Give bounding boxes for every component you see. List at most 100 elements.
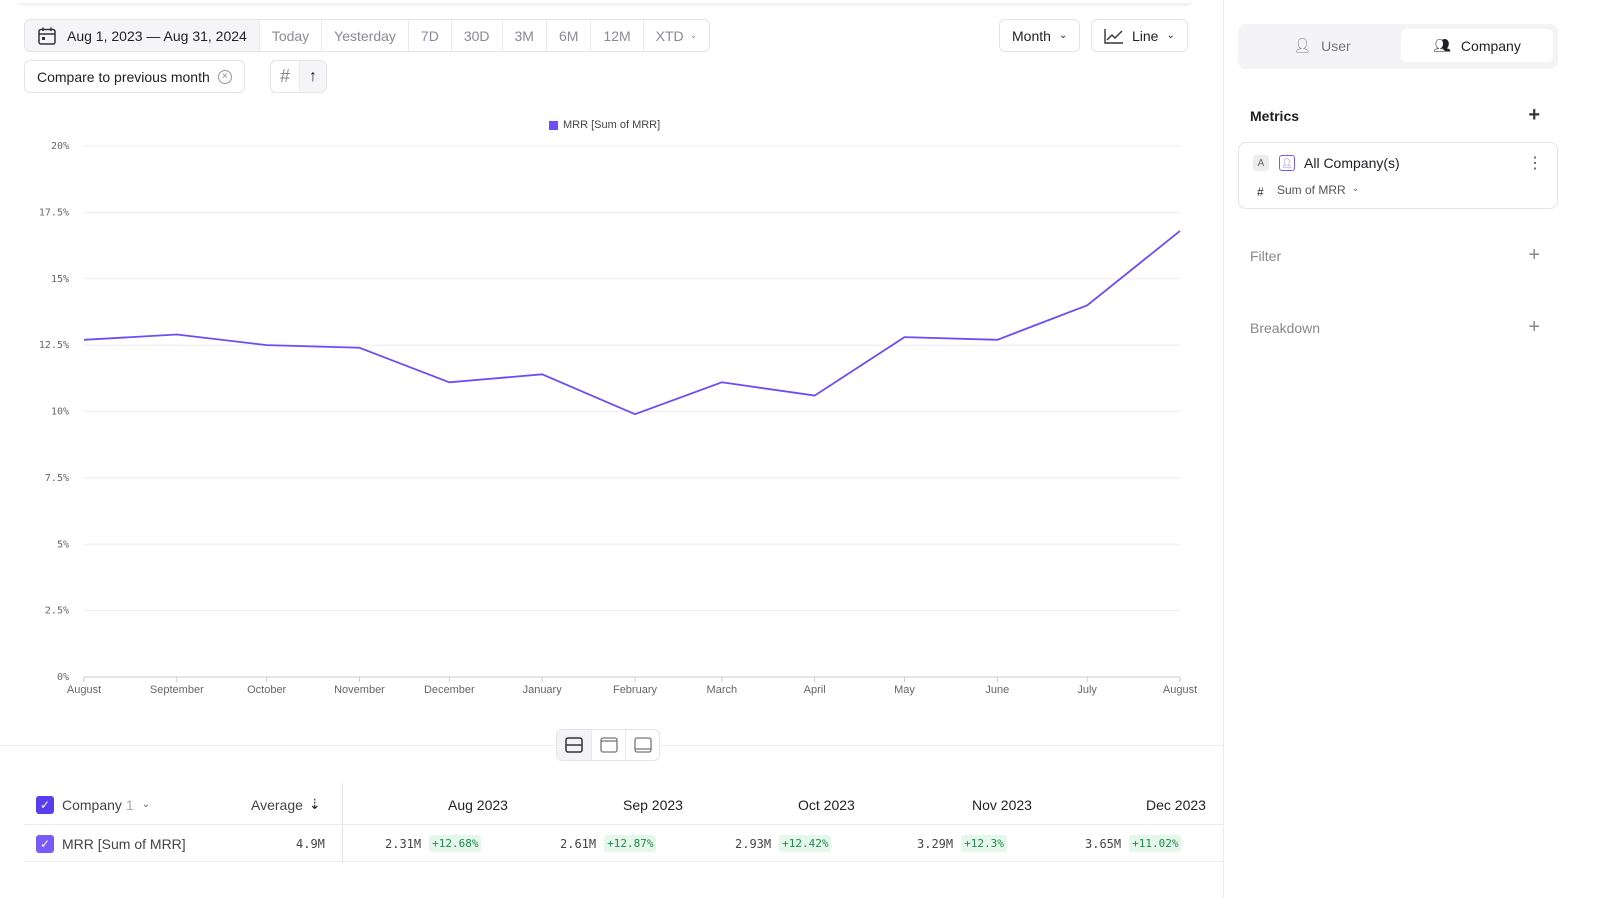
chart-view-icon: [599, 737, 618, 753]
group-count: 1: [125, 796, 134, 813]
preset-xtd[interactable]: XTD ⌄: [642, 20, 710, 51]
tab-user[interactable]: 👤︎ User: [1246, 29, 1398, 62]
aggregation-label: Sum of MRR: [1277, 183, 1346, 197]
hash-icon: #: [280, 66, 291, 86]
close-circle-icon[interactable]: ×: [217, 69, 232, 84]
column-header: Oct 2023: [798, 796, 855, 813]
preset-yesterday[interactable]: Yesterday: [321, 20, 408, 51]
x-tick-label: May: [894, 684, 915, 696]
tab-user-label: User: [1321, 37, 1351, 54]
select-all-checkbox[interactable]: ✓: [36, 795, 54, 814]
breakdown-section: Breakdown +: [1250, 316, 1540, 339]
change-badge: +12.68%: [429, 835, 482, 852]
y-tick-label: 17.5%: [39, 207, 69, 218]
preset-today[interactable]: Today: [258, 20, 321, 51]
line-chart-icon: [1104, 28, 1123, 44]
change-badge: +12.87%: [604, 835, 657, 852]
chevron-down-icon: ⌄: [141, 799, 151, 810]
date-range-selector: Aug 1, 2023 — Aug 31, 2024 Today Yesterd…: [24, 19, 711, 52]
preset-30d[interactable]: 30D: [450, 20, 502, 51]
date-range-label: Aug 1, 2023 — Aug 31, 2024: [67, 27, 247, 44]
add-metric-icon[interactable]: +: [1528, 104, 1540, 126]
preset-3m[interactable]: 3M: [501, 20, 546, 51]
layout-table-button[interactable]: [625, 730, 659, 760]
split-view-icon: [565, 737, 583, 753]
add-breakdown-icon[interactable]: +: [1528, 316, 1540, 338]
line-chart: 0% 2.5% 5% 7.5% 10% 12.5% 15% 17.5% 20% August Sep…: [39, 141, 1197, 696]
x-tick-label: October: [247, 684, 286, 696]
metric-card[interactable]: A 👤︎ All Company(s) ⋮ # Sum of MRR ⌄: [1238, 142, 1558, 209]
hash-icon: #: [1257, 185, 1264, 199]
more-vertical-icon[interactable]: ⋮: [1527, 155, 1543, 172]
user-icon: 👤︎: [1293, 37, 1312, 53]
add-filter-icon[interactable]: +: [1528, 244, 1540, 266]
group-header[interactable]: ✓ Company 1 ⌄: [36, 795, 151, 814]
sidebar: 👤︎ User 👥︎ Company Metrics + A 👤︎ All Compa…: [1225, 0, 1600, 898]
average-header[interactable]: Average ⇣: [251, 796, 321, 813]
layout-chart-button[interactable]: [591, 730, 625, 760]
x-tick-label: February: [613, 684, 658, 696]
x-tick-label: June: [985, 684, 1009, 696]
layout-toggle: [556, 729, 660, 761]
legend-label: MRR [Sum of MRR]: [563, 119, 661, 131]
x-tick-label: July: [1077, 684, 1097, 696]
chart-legend[interactable]: MRR [Sum of MRR]: [549, 119, 660, 131]
table-view-icon: [633, 737, 652, 753]
xtd-label: XTD: [655, 27, 684, 44]
series-line: [83, 230, 1181, 416]
tab-company[interactable]: 👥︎ Company: [1401, 29, 1553, 62]
interval-dropdown[interactable]: Month ⌄: [999, 19, 1081, 52]
preset-7d[interactable]: 7D: [407, 20, 451, 51]
sort-icon[interactable]: ⇣: [308, 796, 321, 812]
metrics-heading: Metrics: [1250, 107, 1300, 124]
row-label: ✓ MRR [Sum of MRR]: [36, 834, 186, 853]
row-average: 4.9M: [296, 836, 325, 851]
layout-split-button[interactable]: [557, 730, 591, 760]
table-header: ✓ Company 1 ⌄ Average ⇣ Aug 2023 Sep 202…: [24, 783, 1224, 863]
chart-options: # ↑: [270, 60, 328, 93]
entity-toggle: 👤︎ User 👥︎ Company: [1238, 24, 1558, 69]
annotation-toggle[interactable]: ↑: [299, 61, 327, 92]
change-badge: +12.42%: [779, 835, 832, 852]
column-header: Nov 2023: [972, 796, 1032, 813]
average-label: Average: [251, 796, 303, 813]
y-tick-label: 20%: [51, 141, 69, 152]
preset-6m[interactable]: 6M: [545, 20, 590, 51]
table-row: ✓ MRR [Sum of MRR] 4.9M 2.31M +12.68% 2.6…: [24, 826, 1224, 862]
preset-12m[interactable]: 12M: [590, 20, 642, 51]
x-tick-label: September: [150, 684, 204, 696]
chevron-down-icon: ⌄: [689, 30, 698, 40]
y-tick-label: 0%: [57, 672, 69, 683]
chevron-down-icon: ⌄: [1351, 183, 1360, 193]
column-header: Sep 2023: [623, 796, 683, 813]
date-range-button[interactable]: Aug 1, 2023 — Aug 31, 2024: [25, 20, 259, 51]
tab-company-label: Company: [1460, 37, 1521, 54]
metrics-section: Metrics +: [1250, 104, 1540, 127]
grid-toggle[interactable]: #: [271, 61, 299, 92]
group-header-label: Company: [62, 796, 122, 813]
cell-value: 2.31M: [385, 836, 422, 851]
aggregation-dropdown[interactable]: Sum of MRR ⌄: [1277, 183, 1359, 197]
breakdown-heading: Breakdown: [1250, 319, 1321, 336]
cell-value: 3.65M: [1085, 836, 1122, 851]
legend-swatch: [549, 120, 558, 130]
calendar-icon: [38, 27, 56, 45]
x-tick-label: December: [424, 684, 475, 696]
y-tick-label: 7.5%: [45, 473, 69, 484]
row-checkbox[interactable]: ✓: [36, 834, 54, 853]
x-tick-label: January: [523, 684, 563, 696]
x-tick-label: November: [334, 684, 385, 696]
company-icon: 👤︎: [1279, 155, 1295, 171]
change-badge: +11.02%: [1129, 835, 1182, 852]
column-header: Dec 2023: [1146, 796, 1206, 813]
y-tick-label: 15%: [51, 274, 69, 285]
main-panel: Aug 1, 2023 — Aug 31, 2024 Today Yesterd…: [0, 0, 1224, 898]
interval-label: Month: [1012, 27, 1051, 44]
chart-type-dropdown[interactable]: Line ⌄: [1091, 19, 1188, 52]
filter-section: Filter +: [1250, 244, 1540, 267]
chart-type-label: Line: [1132, 27, 1159, 44]
chevron-down-icon: ⌄: [1166, 30, 1175, 41]
y-tick-label: 2.5%: [45, 606, 69, 617]
compare-button[interactable]: Compare to previous month ×: [24, 60, 245, 93]
x-tick-label: August: [67, 684, 101, 696]
